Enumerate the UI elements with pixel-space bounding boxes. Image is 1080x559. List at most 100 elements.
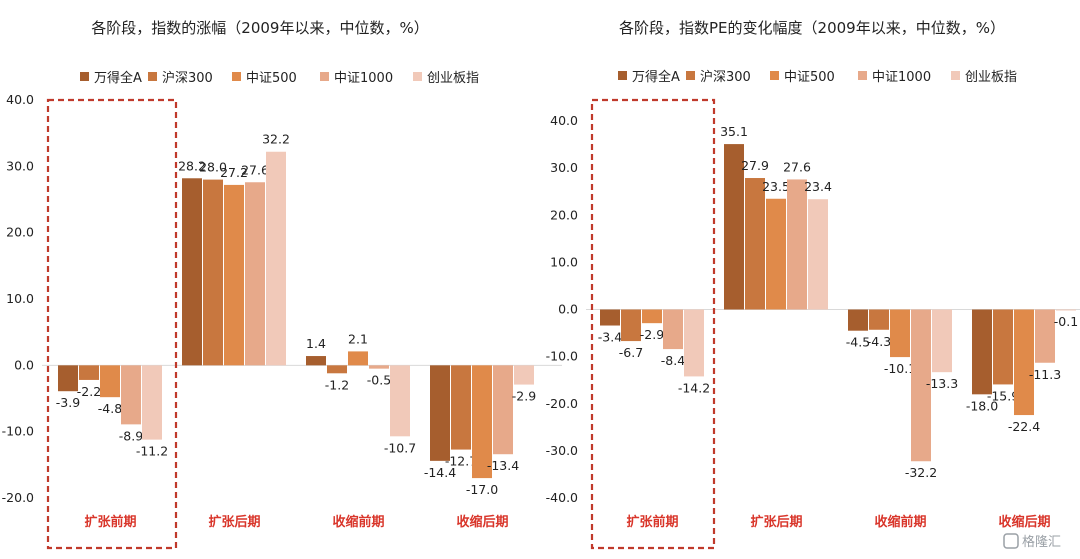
- bar: [430, 365, 450, 461]
- legend-label: 中证500: [784, 70, 835, 85]
- chart-index-gains: 各阶段，指数的涨幅（2009年以来，中位数，%） 万得全A 沪深300 中证500 中证…: [2, 19, 562, 550]
- y-tick-label: 20.0: [6, 225, 34, 240]
- legend-swatch: [80, 72, 89, 81]
- y-tick-label: 40.0: [6, 92, 34, 107]
- data-label: -10.7: [384, 440, 416, 455]
- bar: [327, 365, 347, 374]
- legend-swatch: [686, 71, 695, 80]
- bar: [642, 309, 662, 324]
- bar: [100, 365, 120, 398]
- bar: [1014, 309, 1034, 416]
- bar: [993, 309, 1013, 385]
- data-label: -4.3: [867, 334, 891, 349]
- highlight-box: [590, 98, 716, 550]
- y-tick-label: 10.0: [550, 254, 578, 269]
- bar: [972, 309, 992, 395]
- data-label: -18.0: [966, 398, 998, 413]
- bar: [663, 309, 683, 350]
- category-label: 收缩后期: [456, 514, 508, 530]
- data-label: 32.2: [262, 132, 290, 147]
- data-label: -12.7: [445, 454, 477, 469]
- y-tick-label: 0.0: [558, 302, 578, 317]
- data-label: -11.2: [136, 444, 168, 459]
- data-label: -8.4: [661, 353, 685, 368]
- bar: [306, 356, 326, 366]
- legend-swatch: [320, 72, 329, 81]
- category-label: 扩张后期: [750, 514, 802, 530]
- data-label: -13.3: [926, 376, 958, 391]
- data-label: 27.9: [741, 158, 769, 173]
- legend-label: 沪深300: [700, 69, 751, 85]
- legend-swatch: [951, 71, 960, 80]
- y-tick-label: 0.0: [14, 357, 34, 372]
- bar: [58, 365, 78, 392]
- bar: [766, 198, 786, 310]
- bar: [745, 178, 765, 310]
- data-label: -4.8: [98, 401, 122, 416]
- watermark-logo-icon: [1003, 533, 1019, 549]
- bar: [869, 309, 889, 330]
- bar: [1056, 309, 1076, 311]
- y-tick-label: -30.0: [546, 443, 578, 458]
- bar: [266, 151, 286, 366]
- data-label: 1.4: [306, 336, 326, 351]
- y-tick-label: -10.0: [546, 349, 578, 364]
- data-label: 28.0: [199, 160, 227, 175]
- y-tick-label: -40.0: [546, 490, 578, 505]
- bar: [224, 184, 244, 366]
- bar: [621, 309, 641, 342]
- highlight-box: [46, 98, 178, 550]
- chart-title: 各阶段，指数PE的变化幅度（2009年以来，中位数，%）: [619, 19, 1005, 37]
- bar: [890, 309, 910, 358]
- bar: [203, 179, 223, 366]
- data-label: -13.4: [487, 458, 519, 473]
- chart-pe-change: 各阶段，指数PE的变化幅度（2009年以来，中位数，%） 万得全A 沪深300 中证5…: [546, 19, 1080, 550]
- legend-label: 创业板指: [965, 70, 1017, 85]
- data-label: -14.4: [424, 465, 456, 480]
- data-label: -2.2: [77, 384, 101, 399]
- data-label: 28.2: [178, 158, 206, 173]
- legend-swatch: [770, 71, 779, 80]
- bar: [600, 309, 620, 326]
- legend-swatch: [618, 71, 627, 80]
- data-label: 23.5: [762, 179, 790, 194]
- category-label: 扩张前期: [626, 514, 678, 530]
- bar: [472, 365, 492, 479]
- category-label: 收缩前期: [332, 514, 384, 530]
- legend-swatch: [858, 71, 867, 80]
- y-tick-label: 40.0: [550, 113, 578, 128]
- legend-label: 中证1000: [334, 71, 393, 86]
- category-label: 扩张后期: [208, 514, 260, 530]
- data-label: -10.1: [884, 361, 916, 376]
- bar: [182, 178, 202, 366]
- data-label: 23.4: [804, 179, 832, 194]
- category-label: 收缩后期: [998, 514, 1050, 530]
- data-label: 27.6: [241, 162, 269, 177]
- legend-swatch: [232, 72, 241, 81]
- data-label: -22.4: [1008, 419, 1040, 434]
- legend-swatch: [148, 72, 157, 81]
- bar: [724, 144, 744, 310]
- data-label: 27.2: [220, 165, 248, 180]
- watermark: 格隆汇: [1003, 533, 1061, 550]
- bar: [79, 365, 99, 380]
- data-label: -8.9: [119, 428, 143, 443]
- data-label: -2.9: [512, 389, 536, 404]
- bar: [493, 365, 513, 455]
- legend-label: 沪深300: [162, 70, 213, 86]
- legend-label: 万得全A: [632, 69, 680, 85]
- bar: [142, 365, 162, 440]
- y-tick-label: -10.0: [2, 424, 34, 439]
- y-tick-label: 30.0: [550, 160, 578, 175]
- data-label: -2.9: [640, 327, 664, 342]
- data-label: -3.9: [56, 395, 80, 410]
- bar: [451, 365, 471, 450]
- category-label: 收缩前期: [874, 514, 926, 530]
- bar: [911, 309, 931, 462]
- data-label: -4.5: [846, 335, 870, 350]
- y-tick-label: 20.0: [550, 207, 578, 222]
- data-label: 27.6: [783, 159, 811, 174]
- data-label: -1.2: [325, 377, 349, 392]
- y-tick-label: 30.0: [6, 158, 34, 173]
- category-label: 扩张前期: [84, 514, 136, 530]
